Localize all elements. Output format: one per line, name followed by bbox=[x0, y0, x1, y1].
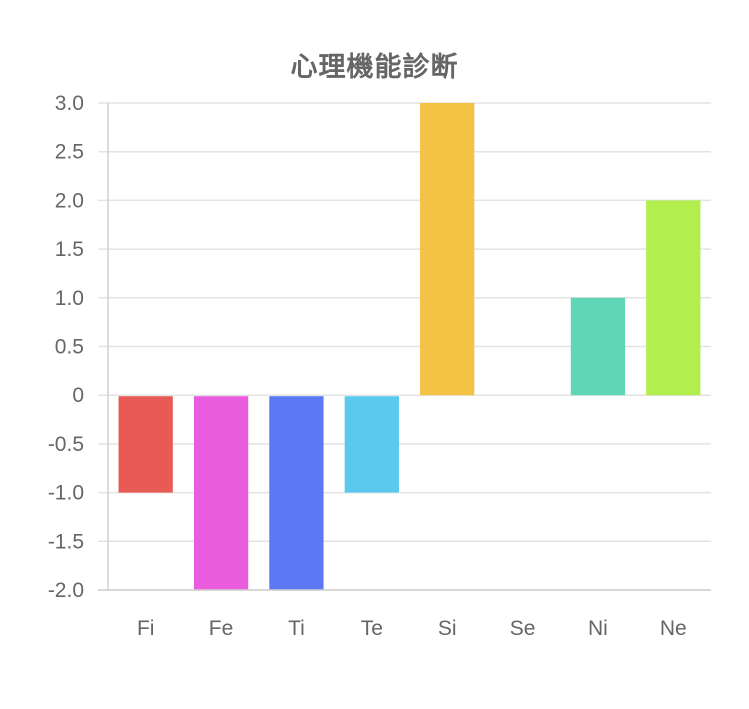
y-tick-label: 3.0 bbox=[55, 92, 84, 115]
x-tick-label: Ni bbox=[588, 617, 608, 640]
y-tick-label: 0 bbox=[72, 384, 84, 407]
x-tick-label: Fi bbox=[137, 617, 155, 640]
y-tick-label: 1.5 bbox=[55, 238, 84, 261]
bar-fe bbox=[193, 396, 249, 590]
bar-ni bbox=[570, 297, 626, 396]
y-tick-label: 1.0 bbox=[55, 287, 84, 310]
bar-ne bbox=[646, 200, 701, 396]
x-tick-label: Te bbox=[361, 617, 383, 640]
x-tick-label: Fe bbox=[209, 617, 234, 640]
bar-te bbox=[344, 396, 399, 493]
bar-ti bbox=[269, 396, 324, 590]
y-tick-label: -1.5 bbox=[48, 530, 84, 553]
y-tick-label: 0.5 bbox=[55, 336, 84, 359]
x-tick-labels: Fi Fe Ti Te Si Se Ni Ne bbox=[137, 617, 687, 640]
y-tick-label: 2.5 bbox=[55, 141, 84, 164]
bar-fi bbox=[118, 396, 173, 493]
y-tick-label: -0.5 bbox=[48, 433, 84, 456]
y-tick-label: -2.0 bbox=[48, 579, 84, 602]
x-tick-label: Ti bbox=[288, 617, 305, 640]
y-tick-label: 2.0 bbox=[55, 189, 84, 212]
axis-layer bbox=[98, 103, 711, 591]
y-tick-label: -1.0 bbox=[48, 482, 84, 505]
x-tick-label: Ne bbox=[660, 617, 687, 640]
chart-title: 心理機能診断 bbox=[290, 52, 459, 83]
x-tick-label: Si bbox=[438, 617, 457, 640]
x-tick-label: Se bbox=[510, 617, 536, 640]
bar-si bbox=[420, 103, 475, 396]
y-tick-labels: 3.0 2.5 2.0 1.5 1.0 0.5 0 -0.5 -1.0 -1.5 -2.0 bbox=[48, 92, 84, 602]
bars-layer bbox=[118, 103, 701, 590]
